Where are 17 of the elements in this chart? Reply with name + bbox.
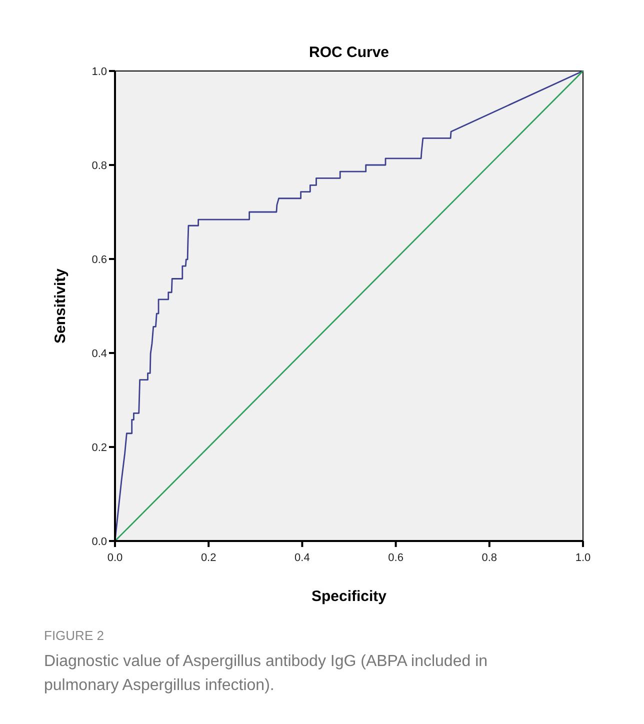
y-axis-title: Sensitivity [52,268,69,344]
y-tick-label: 0.8 [92,160,107,172]
y-tick-label: 0.6 [92,254,107,266]
x-tick-label: 0.2 [200,552,216,564]
y-tick-label: 0.2 [92,442,107,454]
x-tick-label: 0.4 [294,552,310,564]
x-axis-title: Specificity [311,588,388,605]
chart-title: ROC Curve [308,44,390,61]
x-tick-label: 0.8 [482,552,498,564]
x-tick-label: 0.0 [107,552,123,564]
y-tick-label: 1.0 [92,66,107,78]
y-tick-label: 0.0 [92,536,107,548]
x-tick-label: 0.6 [388,552,404,564]
x-tick-label: 1.0 [575,552,591,564]
caption: FIGURE 2 [44,628,104,643]
y-tick-label: 0.4 [92,348,107,360]
text: Diagnostic value of Aspergillus antibody IgG (ABPA included in pulmonary Aspergillus infection). [44,653,488,694]
